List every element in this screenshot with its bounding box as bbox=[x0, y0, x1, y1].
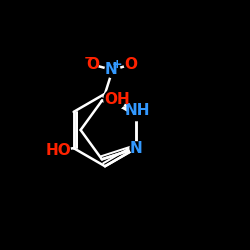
Text: O: O bbox=[86, 57, 99, 72]
Text: N: N bbox=[105, 62, 118, 78]
Text: NH: NH bbox=[125, 104, 150, 118]
Text: −: − bbox=[84, 52, 94, 65]
Circle shape bbox=[128, 103, 145, 121]
Circle shape bbox=[86, 58, 98, 71]
Text: OH: OH bbox=[104, 92, 130, 107]
Text: O: O bbox=[124, 57, 137, 72]
Circle shape bbox=[130, 142, 143, 154]
Circle shape bbox=[49, 140, 70, 161]
Circle shape bbox=[104, 89, 125, 110]
Text: N: N bbox=[130, 140, 143, 156]
Circle shape bbox=[124, 58, 137, 71]
Text: HO: HO bbox=[46, 143, 72, 158]
Circle shape bbox=[105, 62, 120, 78]
Text: +: + bbox=[112, 58, 122, 71]
